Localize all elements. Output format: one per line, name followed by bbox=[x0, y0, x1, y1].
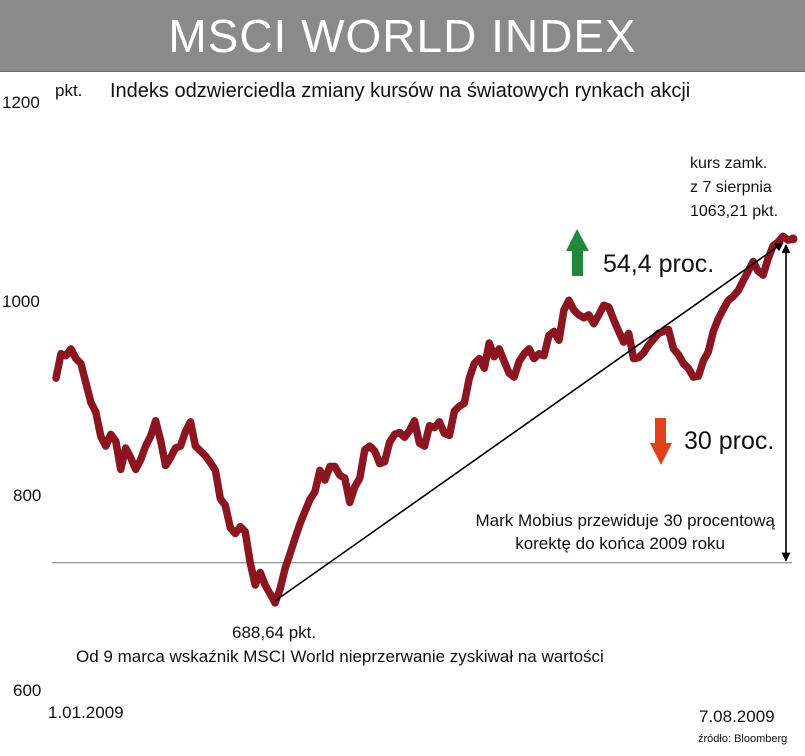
y-tick-label: 600 bbox=[13, 681, 41, 700]
title-bar: MSCI WORLD INDEX bbox=[0, 0, 805, 72]
close-label-line-3: 1063,21 pkt. bbox=[690, 203, 778, 220]
x-end-label: 7.08.2009 bbox=[699, 707, 775, 726]
trend-arrow bbox=[274, 242, 784, 602]
close-label-line-2: z 7 sierpnia bbox=[690, 179, 772, 196]
source-label: źródło: Bloomberg bbox=[698, 733, 787, 745]
data-point bbox=[788, 234, 798, 244]
low-caption: Od 9 marca wskaźnik MSCI World nieprzerw… bbox=[76, 647, 604, 666]
low-label: 688,64 pkt. bbox=[232, 623, 316, 642]
up-arrow-icon bbox=[566, 229, 589, 276]
close-label-line-1: kurs zamk. bbox=[690, 155, 767, 172]
y-tick-label: 1000 bbox=[2, 292, 40, 311]
drop-label: 30 proc. bbox=[684, 427, 774, 455]
x-start-label: 1.01.2009 bbox=[48, 703, 124, 722]
forecast-label-line-1: Mark Mobius przewiduje 30 procentową bbox=[475, 511, 775, 530]
series-points bbox=[55, 234, 798, 604]
y-tick-label: 1200 bbox=[2, 93, 40, 112]
down-arrow-icon bbox=[650, 418, 672, 465]
chart-title: MSCI WORLD INDEX bbox=[168, 10, 637, 62]
y-tick-label: 800 bbox=[13, 486, 41, 505]
chart-subtitle: Indeks odzwierciedla zmiany kursów na św… bbox=[110, 80, 690, 102]
forecast-label-line-2: korektę do końca 2009 roku bbox=[515, 534, 725, 553]
y-axis-unit: pkt. bbox=[55, 81, 82, 100]
gain-label: 54,4 proc. bbox=[603, 250, 714, 278]
